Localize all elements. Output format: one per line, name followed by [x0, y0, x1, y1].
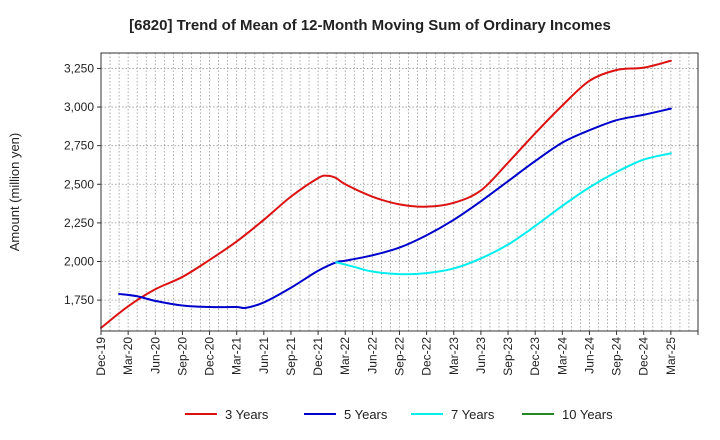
x-tick-label: Mar-20 [121, 337, 135, 375]
x-tick-label: Jun-23 [474, 337, 488, 374]
y-tick-label: 1,750 [64, 293, 94, 307]
plot-background [101, 53, 698, 331]
series-line-7-years [335, 152, 672, 276]
y-axis-label: Amount (million yen) [7, 133, 22, 252]
x-tick-label: Dec-20 [203, 337, 217, 376]
x-tick-label: Dec-19 [94, 337, 108, 376]
y-tick-label: 2,750 [64, 139, 94, 153]
y-tick-label: 3,250 [64, 61, 94, 75]
legend-label-10-years: 10 Years [562, 407, 613, 422]
x-tick-label: Jun-22 [365, 337, 379, 374]
series-line-5-years [118, 107, 672, 310]
series-line-3-years [100, 59, 672, 329]
x-tick-label: Mar-21 [230, 337, 244, 375]
legend-label-3-years: 3 Years [225, 407, 269, 422]
x-tick-label: Mar-22 [338, 337, 352, 375]
chart-title: [6820] Trend of Mean of 12-Month Moving … [129, 17, 611, 34]
x-tick-label: Mar-24 [555, 337, 569, 375]
legend-label-5-years: 5 Years [344, 407, 388, 422]
y-tick-label: 3,000 [64, 100, 94, 114]
plot-area [101, 53, 698, 331]
y-axis-ticks: 1,750 2,000 2,250 2,500 2,750 3,000 3,250 [64, 61, 101, 307]
x-tick-label: Sep-21 [284, 337, 298, 376]
x-tick-label: Sep-23 [501, 337, 515, 376]
y-tick-label: 2,000 [64, 255, 94, 269]
x-tick-label: Sep-20 [175, 337, 189, 376]
x-tick-label: Mar-25 [664, 337, 678, 375]
x-tick-label: Dec-21 [311, 337, 325, 376]
x-tick-label: Dec-23 [528, 337, 542, 376]
x-tick-label: Sep-22 [393, 337, 407, 376]
y-tick-label: 2,500 [64, 177, 94, 191]
x-axis-ticks: Dec-19 Mar-20 Jun-20 Sep-20 Dec-20 Mar-21 Jun-… [94, 331, 699, 376]
x-tick-label: Jun-21 [257, 337, 271, 374]
legend: 3 Years 5 Years 7 Years 10 Years [185, 407, 613, 422]
series-group [100, 59, 672, 329]
x-tick-label: Dec-22 [420, 337, 434, 376]
x-tick-label: Sep-24 [610, 337, 624, 376]
x-tick-label: Jun-20 [148, 337, 162, 374]
grid-lines [101, 53, 698, 331]
y-tick-label: 2,250 [64, 216, 94, 230]
legend-label-7-years: 7 Years [451, 407, 495, 422]
x-tick-label: Mar-23 [447, 337, 461, 375]
x-tick-label: Dec-24 [637, 337, 651, 376]
x-tick-label: Jun-24 [583, 337, 597, 374]
